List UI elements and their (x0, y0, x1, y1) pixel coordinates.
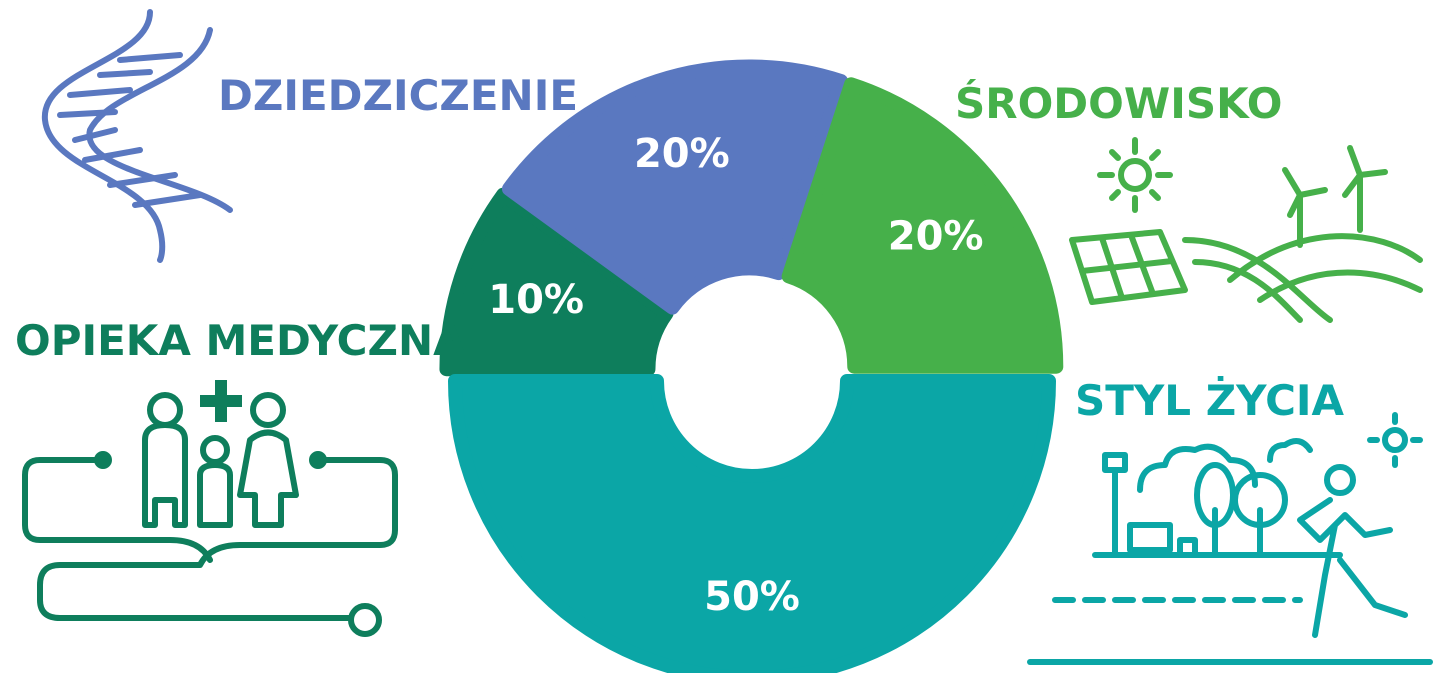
value-label: 20% (888, 214, 984, 260)
value-label: 10% (488, 277, 584, 323)
category-label: DZIEDZICZENIE (218, 71, 578, 120)
medical-icon (25, 380, 395, 634)
value-label: 50% (704, 574, 800, 620)
donut: 10% 20% 20% 50% (446, 66, 1056, 673)
donut-segment (455, 381, 1049, 673)
value-label: 20% (634, 131, 730, 177)
category-label: ŚRODOWISKO (955, 78, 1282, 128)
category-label: STYL ŻYCIA (1075, 375, 1345, 425)
dna-icon (45, 12, 230, 260)
environment-icon (1072, 140, 1420, 320)
page: {"chart_data": {"type": "pie", "donut": … (0, 0, 1435, 673)
lifestyle-icon (1030, 415, 1430, 662)
infographic: 10% 20% 20% 50% OPIEKA MEDYCZNA DZIEDZICZEN… (0, 0, 1435, 673)
category-label: OPIEKA MEDYCZNA (15, 316, 466, 365)
